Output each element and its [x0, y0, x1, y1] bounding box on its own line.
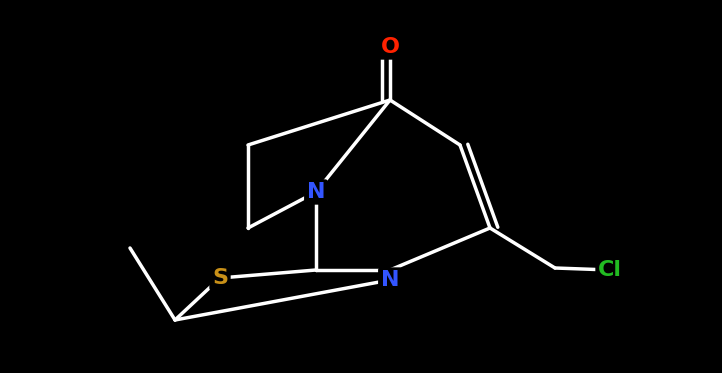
- Text: O: O: [380, 37, 399, 57]
- Text: N: N: [307, 182, 325, 202]
- Text: Cl: Cl: [598, 260, 622, 280]
- Text: N: N: [380, 270, 399, 290]
- Text: S: S: [212, 268, 228, 288]
